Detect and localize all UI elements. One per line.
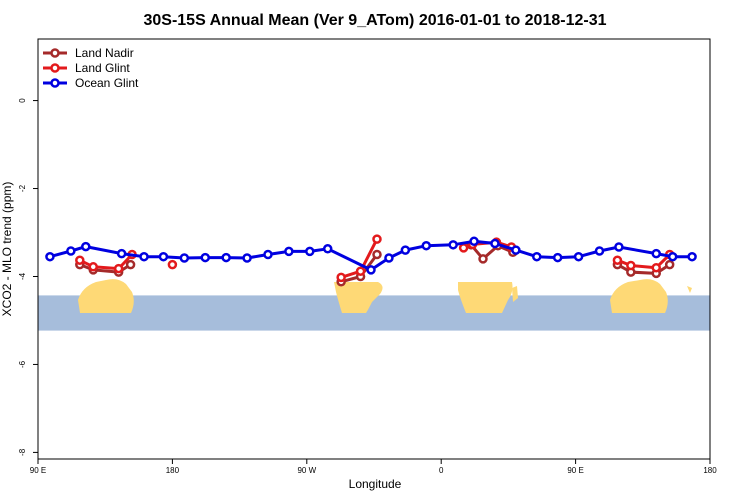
ocean-glint-point — [614, 242, 624, 252]
ocean-glint-point — [511, 245, 521, 255]
australia-east-land — [610, 279, 668, 313]
madagascar-land — [512, 286, 518, 302]
ocean-glint-point — [116, 248, 127, 259]
ocean-glint-point — [81, 241, 91, 252]
ocean-glint-point — [448, 240, 458, 250]
x-tick-label: 180 — [166, 466, 180, 475]
ocean-glint-point — [687, 251, 697, 262]
land-nadir-point — [372, 249, 382, 260]
y-tick-label: -4 — [18, 272, 27, 280]
legend-marker-land-nadir — [50, 48, 60, 58]
ocean-glint-point — [469, 236, 479, 247]
ocean-glint-point — [284, 246, 294, 257]
x-tick-label: 180 — [703, 466, 717, 475]
y-tick-label: -8 — [18, 448, 27, 456]
land-glint-point — [88, 262, 99, 272]
axes: 90 E 180 90 W 0 90 E 180 0 -2 -4 -6 -8 — [18, 98, 717, 475]
ocean-glint-point — [139, 251, 149, 262]
land-glint-point — [113, 263, 124, 274]
land-glint-point — [651, 262, 661, 273]
x-tick-label: 90 E — [567, 466, 583, 475]
legend-marker-land-glint — [50, 63, 60, 73]
ocean-glint-point — [651, 248, 661, 259]
land-nadir-point — [664, 259, 675, 270]
land-glint-point — [167, 259, 178, 270]
ocean-glint-point — [594, 246, 605, 256]
ocean-glint-point — [45, 251, 55, 262]
ocean-glint-point — [421, 240, 432, 251]
ocean-glint-point — [263, 249, 273, 260]
map-ocean — [38, 295, 710, 331]
x-tick-label: 0 — [439, 466, 444, 475]
ocean-glint-point — [400, 245, 411, 255]
land-nadir-point — [125, 259, 136, 270]
land-glint-point — [626, 260, 636, 271]
land-glint-line — [616, 253, 671, 270]
africa-land — [458, 282, 513, 313]
series-land-nadir — [75, 240, 675, 287]
y-tick-label: -6 — [18, 360, 27, 368]
land-glint-line — [79, 253, 134, 271]
land-nadir-line — [616, 263, 671, 275]
land-nadir-point — [478, 254, 488, 264]
ocean-glint-point — [242, 253, 252, 263]
ocean-glint-point — [66, 246, 76, 256]
land-glint-point — [612, 255, 623, 265]
ocean-glint-point — [221, 252, 231, 263]
ocean-glint-point — [305, 246, 315, 257]
ocean-glint-point — [667, 251, 678, 262]
south-america-land — [334, 282, 383, 313]
ocean-glint-point — [384, 253, 394, 263]
land-glint-point — [75, 255, 85, 265]
series-layer — [45, 234, 697, 287]
land-nadir-line — [79, 263, 132, 274]
y-axis-label: XCO2 - MLO trend (ppm) — [0, 182, 14, 317]
chart-title: 30S-15S Annual Mean (Ver 9_ATom) 2016-01… — [143, 12, 606, 29]
ocean-glint-point — [366, 265, 376, 275]
ocean-glint-point — [490, 238, 500, 249]
series-ocean-glint — [45, 236, 697, 275]
legend-label-ocean-glint: Ocean Glint — [75, 76, 139, 90]
ocean-glint-point — [322, 244, 333, 254]
new-caledonia-land — [687, 286, 692, 293]
y-tick-label: -2 — [18, 184, 27, 192]
ocean-glint-point — [200, 252, 211, 263]
x-tick-label: 90 E — [30, 466, 46, 475]
land-glint-point — [336, 272, 346, 283]
australia-land — [78, 279, 134, 313]
x-axis-label: Longitude — [349, 477, 402, 491]
ocean-glint-point — [573, 251, 584, 262]
land-glint-point — [458, 243, 469, 253]
ocean-glint-point — [158, 251, 169, 262]
world-map-strip — [38, 279, 710, 331]
legend-marker-ocean-glint — [50, 78, 60, 88]
ocean-glint-point — [532, 251, 542, 262]
land-nadir-line — [469, 243, 514, 261]
y-tick-label: 0 — [18, 98, 27, 103]
ocean-glint-point — [179, 253, 190, 263]
land-glint-point — [372, 234, 382, 244]
land-glint-point — [355, 266, 366, 276]
x-tick-label: 90 W — [297, 466, 316, 475]
plot-frame — [37, 38, 711, 460]
ocean-glint-point — [552, 252, 563, 263]
legend-label-land-nadir: Land Nadir — [75, 46, 134, 60]
legend-label-land-glint: Land Glint — [75, 61, 130, 75]
